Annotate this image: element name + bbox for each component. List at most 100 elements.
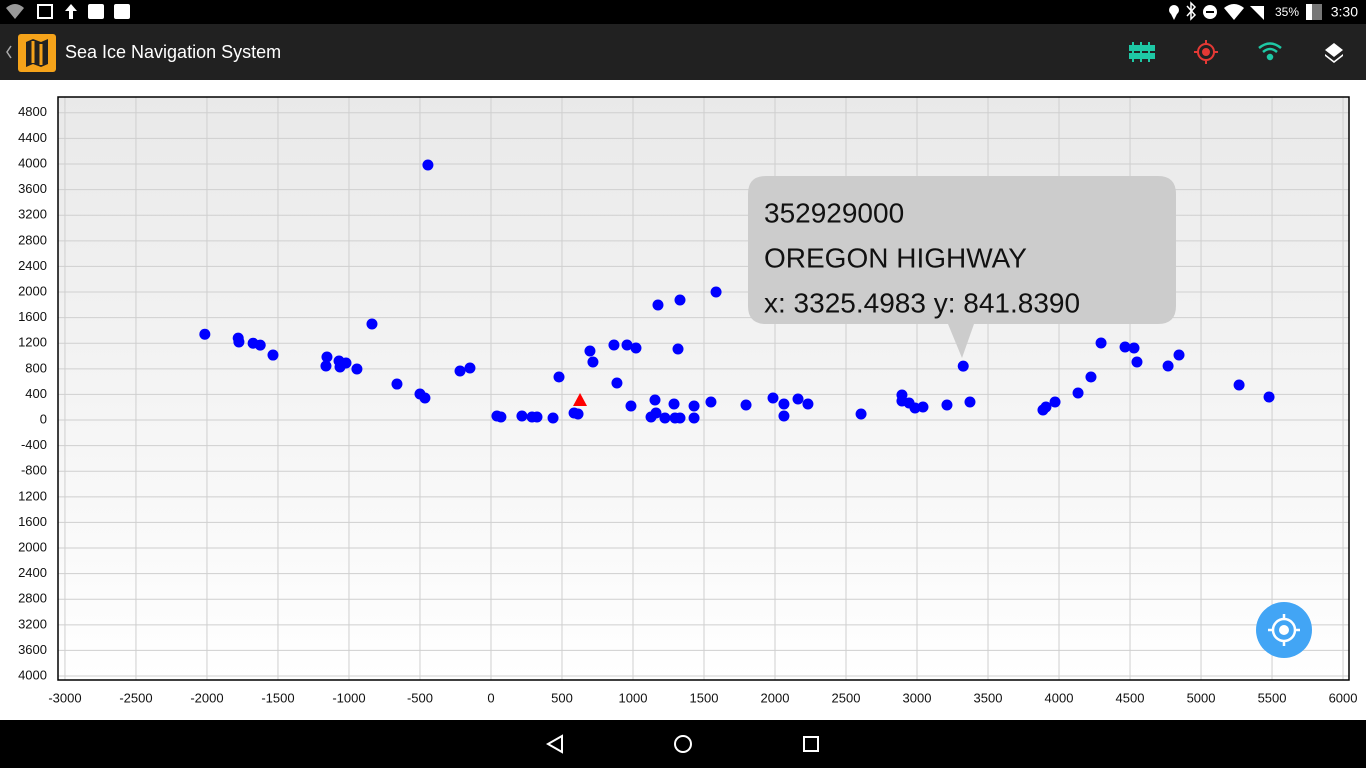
point xyxy=(419,392,431,404)
point xyxy=(531,411,543,423)
point xyxy=(792,393,804,405)
y-tick-label: 2400 xyxy=(18,258,47,273)
point xyxy=(964,396,976,408)
x-tick-label: 4000 xyxy=(1045,690,1074,705)
point xyxy=(802,398,814,410)
y-tick-label: 3200 xyxy=(18,207,47,222)
x-tick-label: 2500 xyxy=(832,690,861,705)
point xyxy=(391,378,403,390)
x-tick-label: 1500 xyxy=(690,690,719,705)
y-tick-label: 3200 xyxy=(18,616,47,631)
point xyxy=(621,339,633,351)
tooltip: 352929000 OREGON HIGHWAY x: 3325.4983 y:… xyxy=(748,176,1176,358)
x-tick-label: -2500 xyxy=(119,690,152,705)
y-tick-label: -400 xyxy=(21,437,47,452)
x-tick-label: -2000 xyxy=(190,690,223,705)
point xyxy=(320,360,332,372)
point xyxy=(254,339,266,351)
back-chevron[interactable] xyxy=(6,45,12,59)
x-tick-label: 4500 xyxy=(1116,690,1145,705)
x-tick-label: -500 xyxy=(407,690,433,705)
y-tick-label: 3600 xyxy=(18,642,47,657)
point xyxy=(941,399,953,411)
y-tick-label: 2000 xyxy=(18,539,47,554)
point xyxy=(464,362,476,374)
filter-button[interactable] xyxy=(1129,42,1155,62)
data-points xyxy=(199,159,1275,424)
point xyxy=(553,371,565,383)
point xyxy=(1162,360,1174,372)
y-tick-label: 4000 xyxy=(18,667,47,682)
tooltip-line: x: 3325.4983 y: 841.8390 xyxy=(764,287,1080,318)
point xyxy=(674,294,686,306)
point xyxy=(710,286,722,298)
x-tick-label: 500 xyxy=(551,690,573,705)
point xyxy=(659,412,671,424)
app-icon[interactable] xyxy=(18,34,56,72)
point xyxy=(611,377,623,389)
point xyxy=(1131,356,1143,368)
point xyxy=(1263,391,1275,403)
point xyxy=(1119,341,1131,353)
wifi-button[interactable] xyxy=(1258,42,1282,61)
status-icons-left xyxy=(6,4,130,19)
clock: 3:30 xyxy=(1331,4,1358,20)
x-tick-label: 3000 xyxy=(903,690,932,705)
y-tick-label: 2800 xyxy=(18,232,47,247)
y-tick-label: 2800 xyxy=(18,591,47,606)
point xyxy=(1095,337,1107,349)
point xyxy=(630,342,642,354)
point xyxy=(1233,379,1245,391)
tooltip-line: OREGON HIGHWAY xyxy=(764,242,1027,273)
y-tick-label: 4400 xyxy=(18,130,47,145)
point xyxy=(649,394,661,406)
point xyxy=(422,159,434,171)
point xyxy=(688,400,700,412)
point xyxy=(267,349,279,361)
point xyxy=(672,343,684,355)
tooltip-line: 352929000 xyxy=(764,197,904,228)
app-title: Sea Ice Navigation System xyxy=(65,42,281,62)
point xyxy=(573,392,588,406)
y-tick-label: 1600 xyxy=(18,309,47,324)
point xyxy=(587,356,599,368)
point xyxy=(516,410,528,422)
y-tick-label: 400 xyxy=(25,386,47,401)
point xyxy=(767,392,779,404)
back-button[interactable] xyxy=(545,734,563,754)
x-tick-label: -3000 xyxy=(48,690,81,705)
status-icons-right xyxy=(1169,1,1322,21)
recents-button[interactable] xyxy=(803,736,819,752)
point xyxy=(334,361,346,373)
x-tick-label: -1000 xyxy=(332,690,365,705)
point xyxy=(778,398,790,410)
x-tick-label: 5500 xyxy=(1258,690,1287,705)
locate-button[interactable] xyxy=(1256,602,1312,658)
point xyxy=(674,412,686,424)
home-button[interactable] xyxy=(674,735,692,753)
point xyxy=(957,360,969,372)
point xyxy=(547,412,559,424)
target-button[interactable] xyxy=(1194,40,1218,64)
point xyxy=(1072,387,1084,399)
x-tick-label: 0 xyxy=(487,690,494,705)
point xyxy=(909,402,921,414)
point xyxy=(584,345,596,357)
point xyxy=(917,401,929,413)
point xyxy=(233,336,245,348)
y-tick-label: 4800 xyxy=(18,104,47,119)
y-tick-label: 0 xyxy=(40,411,47,426)
point xyxy=(625,400,637,412)
point xyxy=(1173,349,1185,361)
point xyxy=(1085,371,1097,383)
y-tick-label: 3600 xyxy=(18,181,47,196)
navigation-bar xyxy=(0,720,1366,768)
y-tick-label: 2400 xyxy=(18,565,47,580)
point xyxy=(495,411,507,423)
status-bar xyxy=(0,0,1366,24)
x-tick-label: 5000 xyxy=(1187,690,1216,705)
y-tick-label: 1600 xyxy=(18,514,47,529)
layers-button[interactable] xyxy=(1325,43,1343,63)
